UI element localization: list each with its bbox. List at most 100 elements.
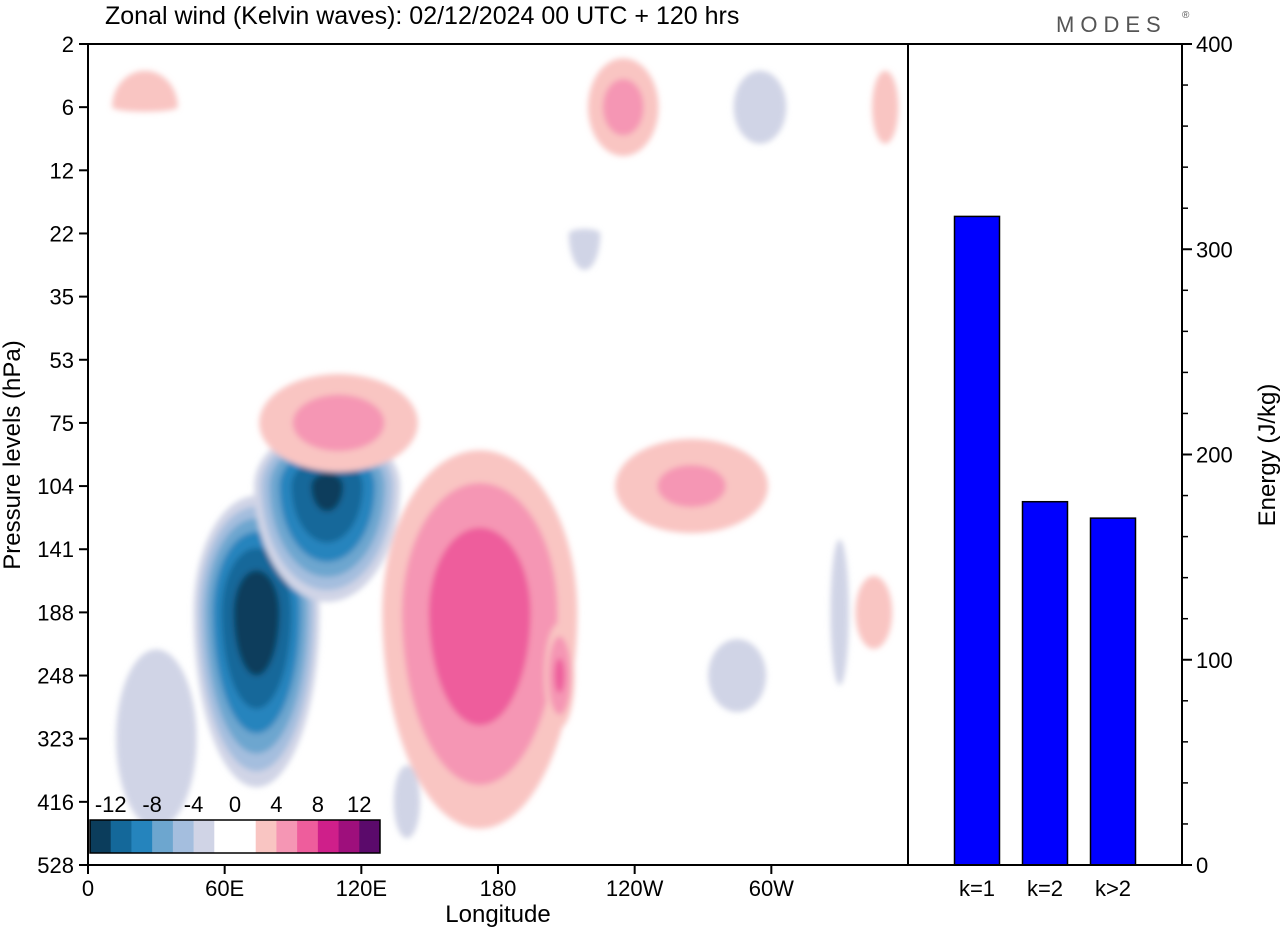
feature-11	[393, 765, 421, 839]
feature-4	[259, 374, 418, 472]
colorbar-swatch-6	[214, 820, 236, 853]
feature-12	[708, 639, 767, 713]
colorbar-swatch-0	[90, 820, 112, 853]
band-neg-2	[733, 70, 787, 144]
y-tick-label-2: 2	[62, 32, 74, 57]
feature-10	[116, 649, 197, 828]
band-pos-4	[292, 394, 385, 452]
colorbar-label-4: 4	[270, 792, 282, 817]
heatmap-x-axis: 0 60E 120E 180 120W 60W	[82, 865, 794, 901]
colorbar-label-8: 8	[312, 792, 324, 817]
y-tick-label-53: 53	[50, 348, 74, 373]
x-tick-label-60e: 60E	[205, 876, 244, 901]
heatmap-panel: -12 -8 -4 0 4 8 12 0 60E 120E 180 120W 60W 2 6 12 22 35…	[0, 32, 909, 928]
heatmap-fields	[112, 58, 899, 839]
colorbar-swatch-5	[193, 820, 215, 853]
band-pos-6	[554, 658, 565, 694]
band-neg-2	[116, 649, 197, 828]
feature-7	[855, 575, 893, 649]
colorbar-swatch-2	[131, 820, 153, 853]
colorbar-label-4: -4	[184, 792, 204, 817]
bar-y-label: Energy (J/kg)	[1254, 384, 1280, 527]
y-tick-label-248: 248	[37, 664, 74, 689]
y-tick-label-528: 528	[37, 853, 74, 878]
y-tick-label-12: 12	[50, 158, 74, 183]
x-tick-label-120w: 120W	[606, 876, 664, 901]
feature-13	[830, 539, 849, 686]
feature-5	[615, 439, 769, 534]
colorbar-label-0: 0	[229, 792, 241, 817]
x-tick-label-120e: 120E	[336, 876, 387, 901]
bar-y-tick-label-400: 400	[1196, 32, 1233, 57]
bar-y-tick-label-300: 300	[1196, 237, 1233, 262]
y-tick-label-6: 6	[62, 95, 74, 120]
band-neg-2	[393, 765, 421, 839]
brand-name: MODES	[1056, 12, 1167, 37]
y-tick-label-323: 323	[37, 727, 74, 752]
colorbar-swatch-12	[338, 820, 360, 853]
energy-bars	[953, 215, 1137, 866]
colorbar-label-12: 12	[347, 792, 371, 817]
y-tick-label-104: 104	[37, 474, 74, 499]
y-tick-label-188: 188	[37, 600, 74, 625]
band-pos-2	[112, 70, 178, 112]
band-pos-6	[428, 527, 531, 726]
bar-k-2	[1089, 517, 1137, 866]
bar-y-axis: 0 100 200 300 400	[1182, 32, 1233, 878]
feature-9	[112, 70, 178, 112]
colorbar-swatch-4	[172, 820, 195, 853]
colorbar-swatch-3	[152, 820, 174, 853]
colorbar-label-8: -8	[142, 792, 162, 817]
colorbar-swatch-10	[297, 820, 319, 853]
band-pos-4	[602, 78, 644, 136]
bar-label-k-2: k=2	[1027, 876, 1063, 901]
colorbar-swatch-11	[317, 820, 340, 853]
bar-y-tick-label-0: 0	[1196, 853, 1208, 878]
y-tick-label-141: 141	[37, 537, 74, 562]
bar-label-k-2: k>2	[1095, 876, 1131, 901]
bar-y-tick-label-100: 100	[1196, 648, 1233, 673]
bar-label-k-1: k=1	[959, 876, 995, 901]
heatmap-y-axis: 2 6 12 22 35 53 75 104 141 188 248 323 416 528	[37, 32, 88, 878]
band-neg-12	[311, 473, 344, 512]
feature-3	[544, 622, 575, 729]
bar-x-axis: k=1 k=2 k>2	[959, 876, 1131, 901]
y-tick-label-35: 35	[50, 285, 74, 310]
colorbar-swatch-7	[235, 820, 257, 853]
feature-6	[587, 58, 659, 157]
y-tick-label-416: 416	[37, 790, 74, 815]
feature-14	[733, 70, 787, 144]
y-tick-label-75: 75	[50, 411, 74, 436]
band-pos-2	[872, 70, 899, 144]
x-tick-label-60w: 60W	[749, 876, 794, 901]
brand-logo: MODES ®	[1056, 10, 1190, 37]
y-tick-label-22: 22	[50, 221, 74, 246]
colorbar-swatch-13	[359, 820, 381, 853]
feature-8	[872, 70, 899, 144]
x-tick-label-0: 0	[82, 876, 94, 901]
contour-bands	[112, 58, 899, 839]
brand-mark: ®	[1182, 10, 1190, 21]
band-neg-2	[708, 639, 767, 713]
x-tick-label-180: 180	[480, 876, 517, 901]
heatmap-y-label: Pressure levels (hPa)	[0, 340, 26, 569]
colorbar-frame	[89, 819, 381, 854]
colorbar: -12 -8 -4 0 4 8 12	[89, 792, 381, 854]
band-neg-2	[568, 228, 601, 270]
bar-y-tick-label-200: 200	[1196, 443, 1233, 468]
colorbar-label-12: -12	[95, 792, 127, 817]
band-pos-4	[657, 465, 726, 508]
colorbar-swatch-9	[276, 820, 298, 853]
band-neg-2	[830, 539, 849, 686]
feature-15	[568, 228, 601, 270]
feature-2	[382, 450, 578, 829]
colorbar-swatch-8	[255, 820, 277, 853]
chart-title: Zonal wind (Kelvin waves): 02/12/2024 00…	[105, 2, 739, 30]
energy-bar-panel: k=1 k=2 k>2 0 100 200 300 400 Energy (J/kg)	[907, 32, 1280, 901]
heatmap-x-label: Longitude	[445, 901, 550, 928]
colorbar-swatch-1	[110, 820, 132, 853]
band-pos-2	[855, 575, 893, 649]
feature-1	[254, 428, 401, 602]
band-neg-12	[233, 570, 280, 676]
